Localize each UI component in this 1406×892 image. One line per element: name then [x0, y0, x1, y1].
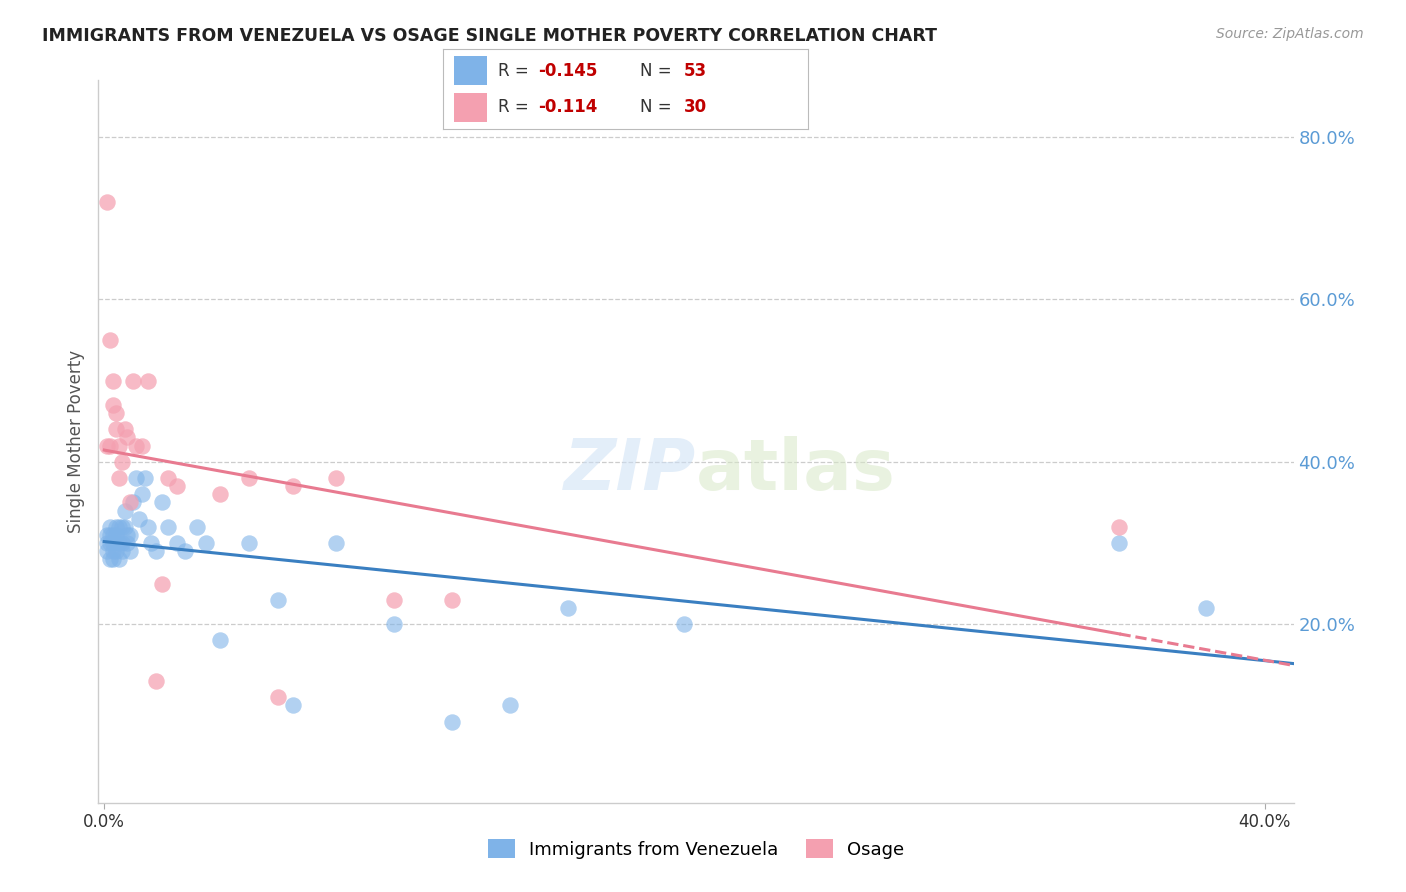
Point: [166, 479, 188, 493]
Point: [238, 471, 260, 485]
Point: [98, 439, 121, 453]
Point: [114, 422, 136, 436]
Text: atlas: atlas: [696, 436, 896, 505]
Point: [104, 406, 127, 420]
Text: R =: R =: [498, 62, 534, 79]
Point: [136, 374, 159, 388]
Point: [117, 536, 139, 550]
Text: 30: 30: [685, 98, 707, 116]
Point: [104, 528, 127, 542]
Point: [209, 633, 232, 648]
Point: [107, 536, 129, 550]
Point: [107, 552, 129, 566]
Point: [101, 536, 124, 550]
Point: [120, 544, 142, 558]
Point: [96, 544, 118, 558]
Text: -0.114: -0.114: [538, 98, 598, 116]
Point: [104, 536, 127, 550]
Point: [157, 520, 180, 534]
Point: [145, 544, 167, 558]
Point: [120, 495, 142, 509]
Point: [136, 520, 159, 534]
Point: [101, 374, 124, 388]
Text: R =: R =: [498, 98, 534, 116]
Point: [499, 698, 522, 713]
Point: [101, 552, 124, 566]
Point: [96, 536, 118, 550]
Point: [194, 536, 217, 550]
Point: [98, 520, 121, 534]
Text: ZIP: ZIP: [564, 436, 696, 505]
Point: [131, 439, 153, 453]
Point: [441, 714, 464, 729]
Point: [107, 471, 129, 485]
Point: [128, 511, 150, 525]
Point: [1108, 536, 1130, 550]
Point: [98, 333, 121, 347]
Point: [209, 487, 232, 501]
Point: [267, 690, 290, 705]
Point: [111, 536, 134, 550]
Point: [441, 592, 464, 607]
Point: [1195, 601, 1218, 615]
Point: [145, 673, 167, 688]
Text: N =: N =: [640, 62, 678, 79]
Point: [104, 544, 127, 558]
Point: [557, 601, 579, 615]
Bar: [454, 56, 486, 86]
Point: [150, 576, 173, 591]
Point: [96, 528, 118, 542]
Point: [150, 495, 173, 509]
Point: [125, 471, 148, 485]
Y-axis label: Single Mother Poverty: Single Mother Poverty: [66, 350, 84, 533]
Point: [101, 544, 124, 558]
Text: IMMIGRANTS FROM VENEZUELA VS OSAGE SINGLE MOTHER POVERTY CORRELATION CHART: IMMIGRANTS FROM VENEZUELA VS OSAGE SINGL…: [42, 27, 938, 45]
Point: [111, 455, 134, 469]
Point: [114, 520, 136, 534]
Point: [125, 439, 148, 453]
Point: [107, 439, 129, 453]
Text: -0.145: -0.145: [538, 62, 598, 79]
Point: [104, 422, 127, 436]
Point: [238, 536, 260, 550]
Point: [98, 528, 121, 542]
Point: [134, 471, 156, 485]
Point: [382, 592, 405, 607]
Point: [281, 698, 304, 713]
Point: [98, 536, 121, 550]
Point: [101, 528, 124, 542]
Point: [281, 479, 304, 493]
Point: [117, 528, 139, 542]
Point: [101, 398, 124, 412]
Point: [174, 544, 197, 558]
Point: [186, 520, 208, 534]
Point: [96, 195, 118, 210]
Bar: [454, 94, 486, 122]
Point: [325, 536, 347, 550]
Point: [107, 520, 129, 534]
Text: Source: ZipAtlas.com: Source: ZipAtlas.com: [1216, 27, 1364, 41]
Point: [325, 471, 347, 485]
Point: [382, 617, 405, 632]
Point: [111, 520, 134, 534]
Point: [111, 544, 134, 558]
Point: [166, 536, 188, 550]
Point: [104, 520, 127, 534]
Legend: Immigrants from Venezuela, Osage: Immigrants from Venezuela, Osage: [481, 832, 911, 866]
Point: [122, 495, 145, 509]
Point: [98, 552, 121, 566]
Point: [131, 487, 153, 501]
Point: [120, 528, 142, 542]
Point: [139, 536, 162, 550]
Point: [114, 503, 136, 517]
Point: [122, 374, 145, 388]
Point: [157, 471, 180, 485]
Point: [673, 617, 696, 632]
Point: [267, 592, 290, 607]
Text: N =: N =: [640, 98, 678, 116]
Point: [96, 439, 118, 453]
Point: [1108, 520, 1130, 534]
Point: [117, 430, 139, 444]
Text: 53: 53: [685, 62, 707, 79]
